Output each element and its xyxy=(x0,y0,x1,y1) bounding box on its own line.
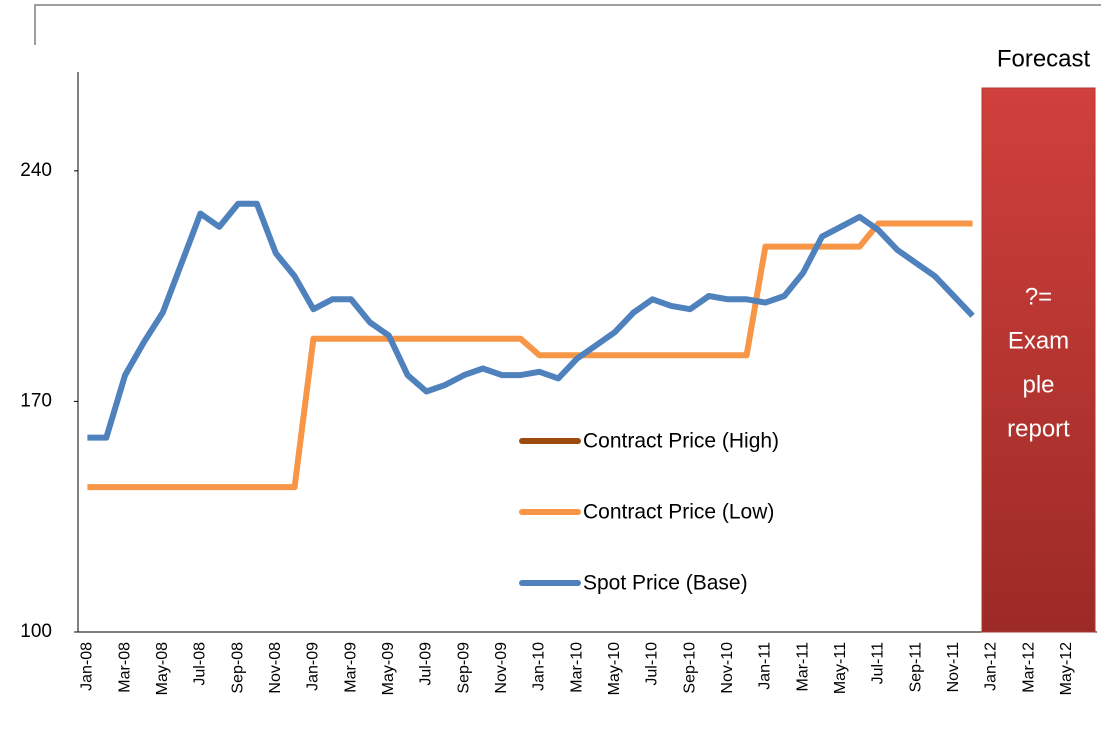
legend-label: Contract Price (Low) xyxy=(583,501,774,524)
x-tick-label: Jul-11 xyxy=(870,642,887,684)
x-tick-label: Mar-10 xyxy=(568,642,585,693)
x-tick-label: Jan-11 xyxy=(757,642,774,690)
forecast-text: report xyxy=(1007,415,1070,442)
x-tick-label: Jul-08 xyxy=(192,642,209,686)
x-tick-label: May-08 xyxy=(154,642,171,695)
x-tick-label: Mar-12 xyxy=(1020,642,1037,693)
forecast-box xyxy=(981,87,1096,633)
series-line xyxy=(87,200,975,441)
x-tick-label: Mar-11 xyxy=(794,642,811,692)
forecast-text: ?= xyxy=(1025,283,1052,310)
x-tick-label: Jan-08 xyxy=(79,642,96,691)
y-tick-label: 100 xyxy=(20,621,52,642)
x-tick-label: Nov-08 xyxy=(267,642,284,694)
x-tick-label: May-12 xyxy=(1058,642,1075,695)
x-tick-label: Sep-09 xyxy=(455,642,472,694)
series-line xyxy=(87,220,973,491)
y-tick-label: 170 xyxy=(20,390,52,411)
x-tick-label: Jul-09 xyxy=(418,642,435,686)
y-tick-label: 240 xyxy=(20,160,52,181)
forecast-label: Forecast xyxy=(997,45,1091,72)
x-tick-label: Sep-08 xyxy=(229,642,246,694)
x-tick-label: Jan-12 xyxy=(983,642,1000,691)
x-tick-label: Mar-08 xyxy=(116,642,133,693)
forecast-text: Exam xyxy=(1008,327,1069,354)
frame xyxy=(34,4,1101,45)
x-tick-label: Mar-09 xyxy=(342,642,359,693)
legend-label: Spot Price (Base) xyxy=(583,572,748,595)
x-tick-label: Sep-11 xyxy=(907,642,924,693)
x-tick-label: Nov-11 xyxy=(945,642,962,692)
x-tick-label: Sep-10 xyxy=(681,642,698,694)
x-tick-label: Nov-10 xyxy=(719,642,736,694)
legend-label: Contract Price (High) xyxy=(583,430,779,453)
x-tick-label: Nov-09 xyxy=(493,642,510,694)
x-tick-label: Jan-10 xyxy=(531,642,548,691)
x-tick-label: May-10 xyxy=(606,642,623,695)
x-tick-label: May-11 xyxy=(832,642,849,694)
x-tick-label: Jul-10 xyxy=(644,642,661,686)
x-tick-label: May-09 xyxy=(380,642,397,695)
x-tick-label: Jan-09 xyxy=(305,642,322,691)
forecast-text: ple xyxy=(1022,371,1054,398)
